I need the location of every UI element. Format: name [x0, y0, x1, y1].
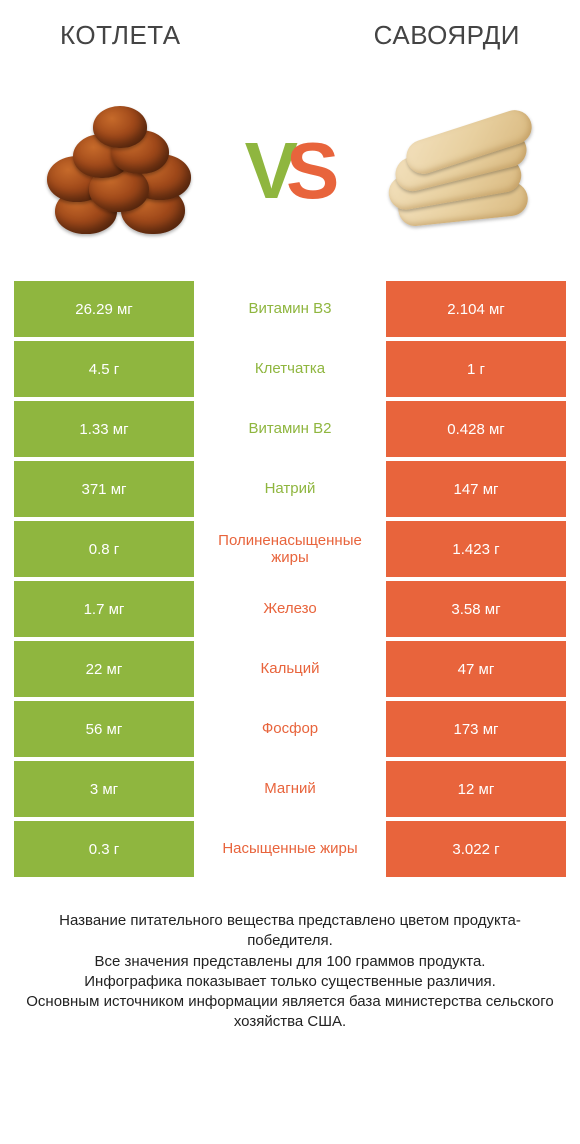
right-value: 2.104 мг [386, 281, 566, 337]
table-row: 1.33 мгВитамин B20.428 мг [14, 401, 566, 457]
right-value: 1.423 г [386, 521, 566, 577]
nutrient-label: Натрий [194, 461, 386, 517]
table-row: 0.3 гНасыщенные жиры3.022 г [14, 821, 566, 877]
table-row: 26.29 мгВитамин B32.104 мг [14, 281, 566, 337]
left-value: 22 мг [14, 641, 194, 697]
right-value: 3.58 мг [386, 581, 566, 637]
left-value: 4.5 г [14, 341, 194, 397]
hero-row: VS [0, 61, 580, 281]
left-value: 0.8 г [14, 521, 194, 577]
left-value: 1.7 мг [14, 581, 194, 637]
header: КОТЛЕТА САВОЯРДИ [0, 0, 580, 61]
nutrient-label: Магний [194, 761, 386, 817]
footer-line: Название питательного вещества представл… [26, 911, 554, 952]
table-row: 3 мгМагний12 мг [14, 761, 566, 817]
table-row: 4.5 гКлетчатка1 г [14, 341, 566, 397]
nutrient-label: Полиненасыщенные жиры [194, 521, 386, 577]
nutrient-label: Клетчатка [194, 341, 386, 397]
ladyfinger-image [380, 91, 540, 251]
left-value: 0.3 г [14, 821, 194, 877]
left-value: 26.29 мг [14, 281, 194, 337]
table-row: 371 мгНатрий147 мг [14, 461, 566, 517]
cutlet-image [40, 91, 200, 251]
vs-label: VS [241, 125, 340, 217]
footer-line: Все значения представлены для 100 граммо… [26, 952, 554, 972]
footer-notes: Название питательного вещества представл… [0, 881, 580, 1033]
left-value: 1.33 мг [14, 401, 194, 457]
footer-line: Инфографика показывает только существенн… [26, 972, 554, 992]
comparison-table: 26.29 мгВитамин B32.104 мг4.5 гКлетчатка… [0, 281, 580, 877]
nutrient-label: Насыщенные жиры [194, 821, 386, 877]
right-value: 173 мг [386, 701, 566, 757]
nutrient-label: Фосфор [194, 701, 386, 757]
right-food-title: САВОЯРДИ [374, 20, 520, 51]
footer-line: Основным источником информации является … [26, 992, 554, 1033]
right-value: 47 мг [386, 641, 566, 697]
table-row: 22 мгКальций47 мг [14, 641, 566, 697]
right-value: 12 мг [386, 761, 566, 817]
table-row: 0.8 гПолиненасыщенные жиры1.423 г [14, 521, 566, 577]
nutrient-label: Витамин B2 [194, 401, 386, 457]
right-value: 147 мг [386, 461, 566, 517]
nutrient-label: Кальций [194, 641, 386, 697]
vs-s: S [286, 125, 335, 217]
left-value: 371 мг [14, 461, 194, 517]
right-value: 1 г [386, 341, 566, 397]
table-row: 56 мгФосфор173 мг [14, 701, 566, 757]
right-value: 0.428 мг [386, 401, 566, 457]
nutrient-label: Витамин B3 [194, 281, 386, 337]
left-food-title: КОТЛЕТА [60, 20, 181, 51]
left-value: 3 мг [14, 761, 194, 817]
right-value: 3.022 г [386, 821, 566, 877]
nutrient-label: Железо [194, 581, 386, 637]
table-row: 1.7 мгЖелезо3.58 мг [14, 581, 566, 637]
left-value: 56 мг [14, 701, 194, 757]
